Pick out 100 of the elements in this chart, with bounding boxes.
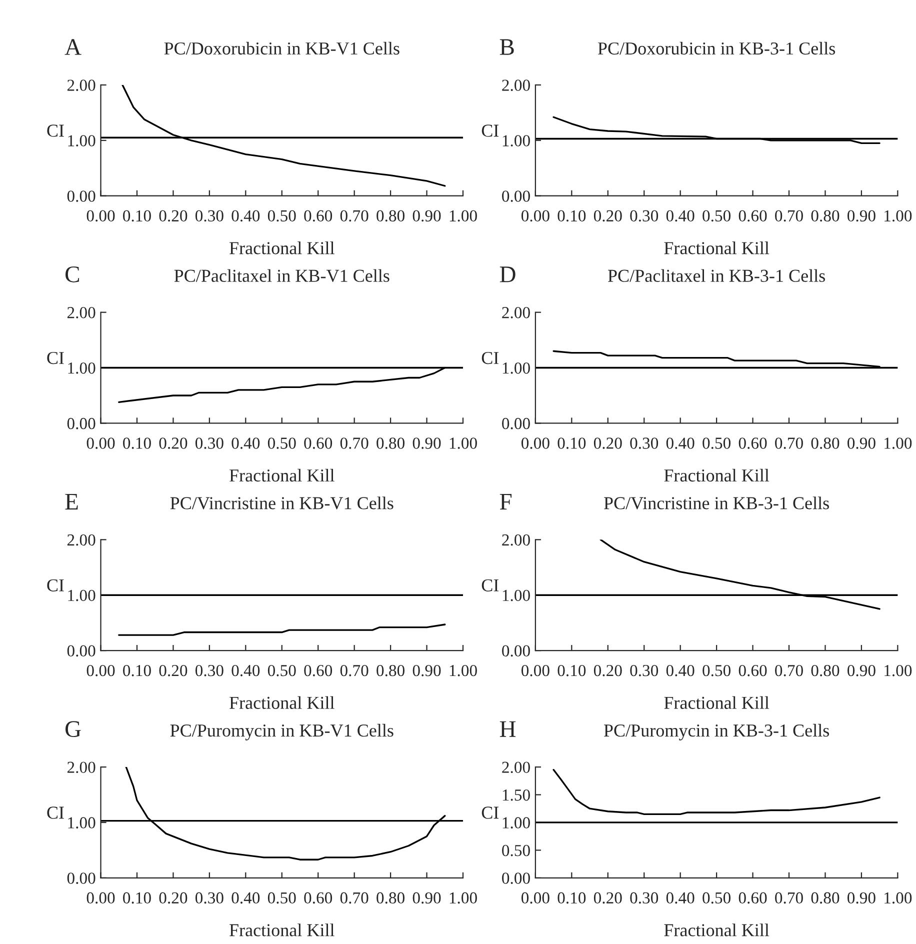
x-tick-label: 0.20 (594, 210, 622, 222)
y-tick-label: 1.00 (68, 590, 96, 602)
x-tick-label: 0.70 (775, 210, 803, 222)
x-tick-label: 0.80 (811, 664, 840, 676)
x-tick-label: 0.10 (558, 210, 586, 222)
x-tick-label: 0.90 (412, 664, 441, 676)
x-tick-label: 0.40 (232, 438, 260, 449)
chart-title: PC/Paclitaxel in KB-V1 Cells (174, 269, 390, 282)
x-tick-label: 0.90 (412, 210, 441, 222)
x-axis-title: Fractional Kill (229, 924, 334, 936)
y-tick-label: 1.00 (68, 362, 96, 374)
x-tick-label: 0.20 (594, 664, 622, 676)
x-tick-label: 0.10 (123, 664, 151, 676)
x-tick-label: 0.80 (811, 892, 840, 904)
y-tick-label: 0.00 (67, 872, 96, 884)
x-tick-label: 1.00 (450, 892, 477, 904)
y-tick-label: 2.00 (67, 307, 96, 318)
x-tick-label: 0.30 (630, 438, 658, 449)
x-tick-label: 0.20 (159, 892, 188, 904)
x-tick-label: 0.10 (123, 438, 151, 449)
x-tick-label: 0.90 (412, 438, 441, 449)
x-tick-label: 0.30 (630, 664, 658, 676)
y-tick-label: 1.00 (68, 135, 96, 146)
x-tick-label: 1.00 (884, 438, 912, 449)
x-tick-label: 0.70 (340, 664, 368, 676)
x-tick-label: 0.70 (340, 210, 368, 222)
x-tick-label: 0.80 (376, 664, 404, 676)
x-tick-label: 0.00 (86, 664, 115, 676)
text: B (500, 39, 514, 55)
y-tick-label: 1.00 (68, 817, 96, 828)
x-axis-title: Fractional Kill (664, 468, 770, 482)
x-tick-label: 1.00 (884, 664, 912, 676)
y-tick-label: 2.00 (67, 762, 96, 774)
y-tick-label: 1.00 (502, 817, 530, 828)
x-axis-title: Fractional Kill (664, 242, 770, 254)
text: G (66, 721, 81, 738)
x-tick-label: 0.80 (376, 210, 404, 222)
x-tick-label: 0.00 (521, 664, 550, 676)
y-tick-label: 1.00 (502, 590, 530, 602)
chart-title: PC/Doxorubicin in KB-V1 Cells (164, 42, 400, 55)
x-axis-title: Fractional Kill (664, 924, 770, 936)
x-tick-label: 0.30 (195, 664, 224, 676)
x-tick-label: 0.10 (558, 892, 586, 904)
x-tick-label: 0.30 (630, 210, 658, 222)
x-tick-label: 0.50 (268, 892, 296, 904)
text: F (500, 494, 512, 510)
x-tick-label: 0.60 (738, 892, 767, 904)
y-tick-label: 2.00 (502, 534, 530, 546)
x-tick-label: 0.00 (521, 210, 550, 222)
x-tick-label: 0.60 (304, 892, 332, 904)
x-tick-label: 0.80 (376, 438, 404, 449)
y-tick-label: 0.50 (502, 844, 530, 856)
y-tick-label: 1.00 (502, 362, 530, 374)
x-axis-title: Fractional Kill (229, 468, 334, 482)
x-tick-label: 0.50 (702, 210, 731, 222)
chart-title: PC/Puromycin in KB-3-1 Cells (604, 724, 830, 740)
y-tick-label: 2.00 (67, 534, 96, 546)
x-tick-label: 0.90 (848, 664, 876, 676)
x-tick-label: 0.40 (232, 892, 260, 904)
x-tick-label: 0.90 (848, 892, 876, 904)
x-tick-label: 0.50 (268, 210, 296, 222)
x-tick-label: 0.70 (775, 892, 803, 904)
x-axis-title: Fractional Kill (664, 696, 770, 709)
y-axis-title: CI (47, 579, 64, 592)
y-axis-title: CI (482, 579, 499, 592)
chart-title: PC/Paclitaxel in KB-3-1 Cells (608, 269, 825, 282)
x-tick-label: 1.00 (450, 664, 477, 676)
x-tick-label: 0.60 (304, 438, 332, 449)
y-tick-label: 0.00 (502, 645, 530, 657)
x-tick-label: 0.00 (521, 892, 550, 904)
x-tick-label: 0.90 (848, 210, 876, 222)
x-tick-label: 0.50 (702, 892, 731, 904)
y-tick-label: 1.50 (502, 789, 530, 801)
x-tick-label: 0.70 (340, 438, 368, 449)
x-tick-label: 0.60 (304, 210, 332, 222)
x-tick-label: 0.80 (376, 892, 404, 904)
chart-title: PC/Puromycin in KB-V1 Cells (170, 724, 394, 740)
x-tick-label: 0.60 (738, 438, 767, 449)
text: D (500, 266, 516, 282)
y-axis-title: CI (47, 352, 64, 364)
x-tick-label: 1.00 (884, 892, 912, 904)
y-tick-label: 2.00 (67, 80, 96, 91)
x-tick-label: 0.30 (195, 210, 224, 222)
x-tick-label: 0.20 (159, 664, 188, 676)
x-tick-label: 0.30 (195, 438, 224, 449)
x-tick-label: 0.10 (558, 438, 586, 449)
x-tick-label: 0.10 (123, 892, 151, 904)
x-tick-label: 0.90 (412, 892, 441, 904)
y-axis-title: CI (482, 124, 499, 137)
y-axis-title: CI (47, 806, 64, 819)
x-tick-label: 0.90 (848, 438, 876, 449)
text: C (66, 266, 79, 282)
y-tick-label: 0.00 (502, 872, 530, 884)
x-tick-label: 0.40 (666, 892, 694, 904)
y-tick-label: 0.00 (502, 418, 530, 430)
x-tick-label: 0.40 (232, 210, 260, 222)
chart-title: PC/Vincristine in KB-V1 Cells (170, 496, 394, 510)
x-tick-label: 0.10 (558, 664, 586, 676)
x-tick-label: 0.50 (702, 664, 731, 676)
x-axis-title: Fractional Kill (229, 696, 334, 709)
